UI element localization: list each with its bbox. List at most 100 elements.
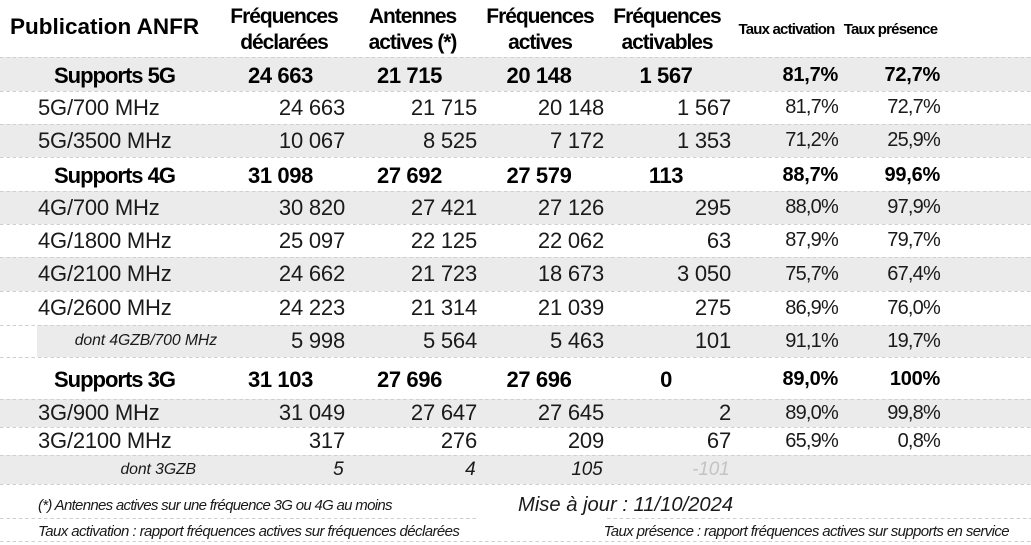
cell-4g1800-declarees: 25 097	[278, 227, 345, 253]
cell-3g900-taux-activation: 89,0%	[785, 401, 839, 424]
cell-supports3g-antennes: 27 696	[377, 366, 442, 392]
row-label-dont4gzb: dont 4GZB/700 MHz	[74, 332, 217, 349]
table-row-3g900: 3G/900 MHz 31 049 27 647 27 645 2 89,0% 99,8%	[0, 399, 1031, 427]
column-header-line1: Taux activation	[738, 20, 835, 38]
cell-3g2100-taux-presence: 0,8%	[897, 429, 941, 452]
row-label-supports4g: Supports 4G	[53, 162, 176, 188]
cell-supports4g-declarees: 31 098	[248, 162, 313, 188]
table-row-5g700: 5G/700 MHz 24 663 21 715 20 148 1 567 81,7% 72…	[0, 91, 1031, 124]
cell-dont4gzb-actives: 5 463	[549, 328, 604, 353]
table-row-4g1800: 4G/1800 MHz 25 097 22 125 22 062 63 87,9% 79,7…	[0, 224, 1031, 257]
row-label-3g900: 3G/900 MHz	[38, 400, 160, 425]
row-filler	[943, 224, 1031, 257]
cell-5g700-activables: 1 567	[676, 94, 731, 120]
cell-supports4g-activables: 113	[648, 162, 684, 188]
table-row-supports5g: Supports 5G 24 663 21 715 20 148 1 567 81,7% 7…	[0, 57, 1031, 91]
table-body: Supports 5G 24 663 21 715 20 148 1 567 81,7% 7…	[0, 57, 1031, 484]
table-row-dont4gzb: dont 4GZB/700 MHz 5 998 5 564 5 463 101 91,1%…	[0, 325, 1031, 357]
row-label-3g2100: 3G/2100 MHz	[38, 428, 172, 453]
column-header-line1: Fréquences	[230, 5, 338, 28]
table-bottom-border	[0, 541, 1031, 542]
row-filler	[943, 57, 1031, 91]
table-row-dont3gzb: dont 3GZB 5 4 105 -101	[0, 455, 1031, 484]
cell-3g900-actives: 27 645	[537, 400, 604, 425]
cell-dont3gzb-taux-activation	[734, 455, 841, 484]
cell-4g700-taux-activation: 88,0%	[785, 196, 839, 218]
cell-5g3500-declarees: 10 067	[278, 127, 345, 153]
cell-supports3g-taux-activation: 89,0%	[782, 368, 839, 390]
footnote-asterisk: (*) Antennes actives sur une fréquence 3…	[38, 497, 392, 514]
cell-4g2100-taux-activation: 75,7%	[785, 262, 839, 285]
cell-dont4gzb-taux-activation: 91,1%	[785, 329, 839, 352]
cell-4g2600-activables: 275	[694, 295, 731, 320]
row-filler	[943, 157, 1031, 191]
column-header-line2: actives	[508, 30, 573, 54]
row-label-supports5g: Supports 5G	[53, 62, 176, 88]
cell-5g3500-antennes: 8 525	[422, 127, 477, 153]
column-header-taux-presence: Taux présence	[841, 0, 943, 57]
row-filler	[943, 455, 1031, 484]
cell-5g700-taux-presence: 72,7%	[887, 96, 941, 118]
cell-5g700-declarees: 24 663	[278, 94, 345, 120]
cell-dont4gzb-activables: 101	[694, 328, 731, 353]
table-row-4g700: 4G/700 MHz 30 820 27 421 27 126 295 88,0% 97,9…	[0, 191, 1031, 224]
cell-3g900-taux-presence: 99,8%	[887, 401, 941, 424]
cell-supports5g-declarees: 24 663	[248, 62, 313, 88]
cell-5g3500-taux-activation: 71,2%	[785, 129, 839, 151]
table-row-4g2100: 4G/2100 MHz 24 662 21 723 18 673 3 050 75,7% 6…	[0, 257, 1031, 291]
cell-supports3g-actives: 27 696	[506, 366, 572, 392]
footnote-taux-activation: Taux activation : rapport fréquences act…	[38, 522, 460, 540]
cell-4g2100-actives: 18 673	[537, 261, 604, 286]
cell-4g2100-antennes: 21 723	[410, 261, 477, 286]
cell-5g3500-activables: 1 353	[676, 127, 731, 153]
cell-4g1800-taux-activation: 87,9%	[785, 229, 839, 251]
cell-supports4g-taux-activation: 88,7%	[782, 164, 839, 186]
cell-dont4gzb-declarees: 5 998	[290, 328, 345, 353]
cell-supports4g-antennes: 27 692	[377, 162, 442, 188]
row-label-4g2600: 4G/2600 MHz	[38, 295, 172, 320]
column-header-activables: Fréquences activables	[607, 0, 734, 57]
header-filler	[943, 0, 1031, 57]
cell-4g700-declarees: 30 820	[278, 194, 345, 220]
cell-5g700-actives: 20 148	[537, 94, 604, 120]
row-label-supports3g: Supports 3G	[53, 366, 176, 392]
cell-4g2600-taux-activation: 86,9%	[785, 296, 839, 319]
cell-4g1800-taux-presence: 79,7%	[887, 229, 941, 251]
column-header-line1: Fréquences	[486, 5, 594, 28]
column-header-line2: activables	[621, 30, 713, 54]
cell-4g2600-antennes: 21 314	[410, 295, 477, 320]
cell-4g700-actives: 27 126	[537, 194, 604, 220]
row-label-4g2100: 4G/2100 MHz	[38, 261, 172, 286]
cell-4g1800-actives: 22 062	[537, 227, 604, 253]
cell-3g900-antennes: 27 647	[410, 400, 477, 425]
table-row-3g2100: 3G/2100 MHz 317 276 209 67 65,9% 0,8%	[0, 427, 1031, 455]
cell-supports5g-taux-presence: 72,7%	[884, 64, 941, 86]
cell-supports5g-actives: 20 148	[506, 62, 572, 88]
cell-4g2600-declarees: 24 223	[278, 295, 345, 320]
cell-supports3g-declarees: 31 103	[248, 366, 313, 392]
table-row-4g2600: 4G/2600 MHz 24 223 21 314 21 039 275 86,9% 76,…	[0, 291, 1031, 325]
row-label-dont3gzb: dont 3GZB	[120, 460, 197, 478]
cell-supports5g-activables: 1 567	[639, 62, 693, 88]
cell-3g2100-declarees: 317	[308, 428, 345, 453]
row-left-notch	[0, 325, 37, 357]
cell-5g3500-taux-presence: 25,9%	[887, 129, 941, 151]
cell-supports3g-taux-presence: 100%	[889, 368, 940, 390]
row-filler	[943, 325, 1031, 357]
cell-3g2100-actives: 209	[567, 428, 604, 453]
column-header-antennes: Antennes actives (*)	[348, 0, 480, 57]
cell-dont3gzb-declarees: 5	[333, 458, 344, 480]
cell-supports5g-antennes: 21 715	[377, 62, 442, 88]
cell-5g3500-actives: 7 172	[549, 127, 604, 153]
column-header-line1: Antennes	[368, 5, 457, 28]
cell-supports3g-activables: 0	[660, 366, 672, 392]
cell-dont3gzb-antennes: 4	[465, 458, 476, 480]
cell-3g900-activables: 2	[718, 400, 731, 425]
row-filler	[943, 257, 1031, 291]
row-filler	[943, 399, 1031, 427]
header-label-cell: Publication ANFR	[0, 0, 222, 57]
row-label-5g700: 5G/700 MHz	[38, 94, 160, 120]
column-header-actives: Fréquences actives	[480, 0, 607, 57]
row-filler	[943, 427, 1031, 455]
